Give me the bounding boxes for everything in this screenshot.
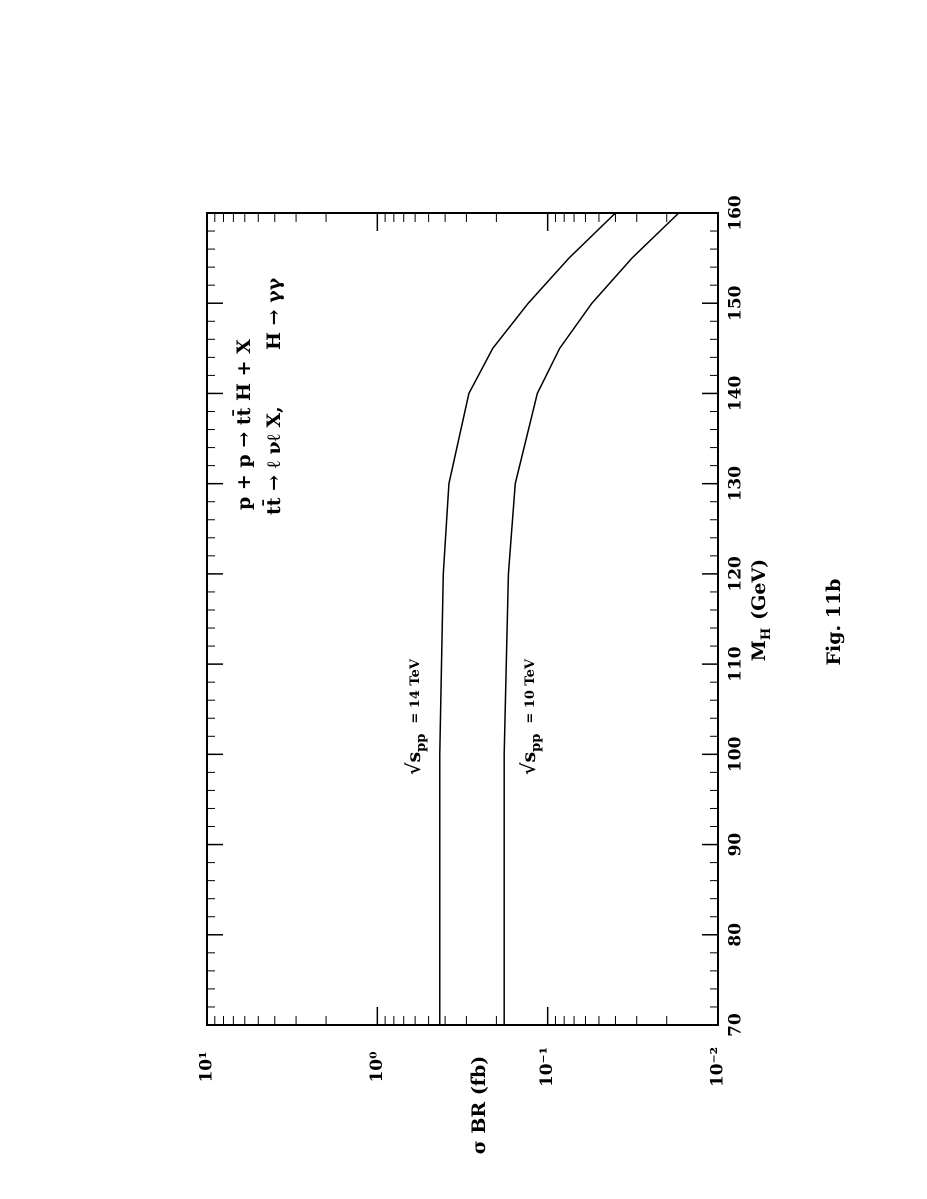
series-label: √spp = 10 TeV [518, 658, 544, 775]
x-tick-label: 140 [726, 376, 746, 412]
x-label-symbol: M [748, 640, 770, 661]
x-tick-label: 130 [726, 466, 746, 502]
y-tick-label: 10⁻² [708, 1047, 728, 1087]
x-axis-label: MH (GeV) [748, 559, 774, 661]
series-label-rest: = 10 TeV [523, 658, 538, 723]
annotation: H → γγ [263, 277, 285, 350]
series-label-subscript: pp [529, 734, 544, 752]
rotated-plot: p + p → tt̄ H + X tt̄ → ℓ νℓ X, H → γγ M… [197, 195, 846, 1154]
plot-frame [206, 212, 719, 1026]
x-label-unit: (GeV) [748, 559, 770, 620]
x-tick-label: 120 [726, 556, 746, 592]
x-tick-label: 100 [726, 736, 746, 772]
series-line [439, 212, 616, 1025]
y-axis-label: σ BR (fb) [468, 1056, 490, 1155]
series-label-subscript: pp [414, 734, 429, 752]
caption: Fig. 11b [823, 579, 845, 666]
x-tick-label: 160 [726, 195, 746, 231]
series-line [503, 212, 680, 1025]
annotation: tt̄ → ℓ νℓ X, [263, 406, 285, 515]
y-tick-label: 10⁻¹ [537, 1047, 557, 1087]
x-tick-label: 70 [726, 1013, 746, 1037]
y-tick-label: 10¹ [197, 1051, 217, 1082]
x-tick-label: 150 [726, 285, 746, 321]
y-tick-label: 10⁰ [367, 1051, 387, 1082]
series-label-rest: = 14 TeV [408, 658, 423, 723]
series-label-root: √s [518, 752, 540, 775]
series-label: √spp = 14 TeV [403, 658, 429, 775]
x-tick-label: 80 [726, 923, 746, 947]
x-tick-label: 90 [726, 833, 746, 857]
series-label-root: √s [403, 752, 425, 775]
x-tick-label: 110 [726, 646, 746, 682]
annotation: p + p → tt̄ H + X [233, 339, 255, 510]
x-label-subscript: H [759, 628, 774, 640]
